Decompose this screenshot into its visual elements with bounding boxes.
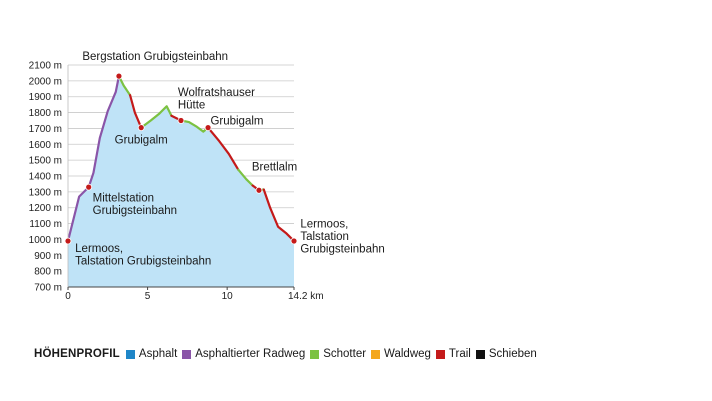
chart-axes <box>67 65 294 288</box>
y-tick-label: 1400 m <box>29 172 62 183</box>
legend-item: Schotter <box>310 348 366 360</box>
legend-label: Asphaltierter Radweg <box>195 348 306 360</box>
route-segment <box>262 188 296 243</box>
y-tick-label: 1200 m <box>29 203 62 214</box>
legend-item: Asphalt <box>125 348 178 360</box>
legend-label: Trail <box>448 348 471 360</box>
legend-swatch <box>435 349 445 359</box>
y-tick-label: 1700 m <box>29 124 62 135</box>
waypoint-label: Brettlalm <box>252 161 297 173</box>
waypoint-label-line: Grubigalm <box>115 134 168 146</box>
legend-swatch <box>125 349 135 359</box>
legend-label: Asphalt <box>138 348 178 360</box>
x-tick-label: 14.2 km <box>288 291 324 302</box>
x-axis-labels: 0 5 10 14.2 km <box>65 287 324 302</box>
y-tick-label: 1800 m <box>29 108 62 119</box>
route-segment <box>66 75 121 243</box>
legend-item: Asphaltierter Radweg <box>182 348 305 360</box>
elevation-chart: 2100 m 2000 m 1900 m 1800 m 1700 m 1600 m 1500… <box>29 51 385 302</box>
x-tick-label: 5 <box>145 291 151 302</box>
waypoint-label-line: Mittelstation <box>93 192 154 204</box>
legend-item: Schieben <box>475 348 537 360</box>
waypoint-marker <box>290 237 298 245</box>
waypoint-label-line: Wolfratshauser <box>178 87 255 99</box>
waypoint-marker <box>115 72 123 80</box>
y-tick-label: 1000 m <box>29 235 62 246</box>
waypoint-marker <box>64 237 72 245</box>
waypoint-marker <box>85 183 93 191</box>
waypoint-label-line: Grubigsteinbahn <box>300 244 384 256</box>
y-tick-label: 1900 m <box>29 92 62 103</box>
route-segment <box>128 94 143 129</box>
legend-swatch <box>310 349 320 359</box>
waypoint-label-line: Brettlalm <box>252 161 297 173</box>
legend-label: Schieben <box>488 348 537 360</box>
x-tick-label: 10 <box>222 291 234 302</box>
legend-item: Waldweg <box>371 348 431 360</box>
y-tick-label: 1600 m <box>29 140 62 151</box>
waypoint-label: Lermoos, Talstation Grubigsteinbahn <box>75 243 211 268</box>
route-segment <box>179 119 210 133</box>
y-tick-label: 2100 m <box>29 61 62 72</box>
legend-item: Trail <box>435 348 471 360</box>
legend-swatch <box>475 349 485 359</box>
y-tick-label: 2000 m <box>29 76 62 87</box>
legend-swatch <box>182 349 192 359</box>
y-tick-label: 1300 m <box>29 187 62 198</box>
y-tick-label: 900 m <box>34 251 62 262</box>
waypoint-label-line: Grubigalm <box>210 115 263 127</box>
y-axis-labels: 2100 m 2000 m 1900 m 1800 m 1700 m 1600 m 1500… <box>29 61 62 294</box>
waypoint-marker <box>204 124 212 132</box>
legend-swatch <box>371 349 381 359</box>
y-tick-label: 1100 m <box>29 219 62 230</box>
waypoint-markers <box>64 72 298 245</box>
waypoint-marker <box>137 124 145 132</box>
legend-label: Schotter <box>323 348 367 360</box>
waypoint-marker <box>255 186 263 194</box>
legend: HÖHENPROFIL Asphalt Asphaltierter Radweg S… <box>34 346 542 362</box>
y-tick-label: 700 m <box>34 283 62 294</box>
route-segment <box>117 75 132 97</box>
waypoint-label: Wolfratshauser Hütte <box>178 87 255 112</box>
waypoint-marker <box>177 117 185 124</box>
y-tick-label: 1500 m <box>29 156 62 167</box>
legend-title: HÖHENPROFIL <box>34 348 120 360</box>
waypoint-label-line: Hütte <box>178 99 206 111</box>
waypoint-label-line: Talstation <box>300 231 349 243</box>
waypoint-label: Mittelstation Grubigsteinbahn <box>93 192 177 217</box>
waypoint-label-line: Talstation Grubigsteinbahn <box>75 256 211 268</box>
waypoint-label: Bergstation Grubigsteinbahn <box>82 51 228 63</box>
route-segment <box>140 105 173 129</box>
route-lines <box>66 75 296 243</box>
route-segment <box>237 168 254 187</box>
waypoint-label-line: Bergstation Grubigsteinbahn <box>82 51 228 63</box>
waypoint-label-line: Lermoos, <box>300 219 348 231</box>
y-tick-label: 800 m <box>34 267 62 278</box>
waypoint-labels: Lermoos, Talstation GrubigsteinbahnMittel… <box>75 51 385 267</box>
waypoint-label-line: Grubigsteinbahn <box>93 205 177 217</box>
x-tick-label: 0 <box>65 291 71 302</box>
waypoint-label-line: Lermoos, <box>75 243 123 255</box>
route-segment <box>206 126 240 171</box>
elevation-area <box>68 76 294 287</box>
waypoint-label: Grubigalm <box>210 115 263 127</box>
legend-label: Waldweg <box>384 348 431 360</box>
waypoint-label: Grubigalm <box>115 134 168 146</box>
waypoint-label: Lermoos, Talstation Grubigsteinbahn <box>300 219 384 256</box>
